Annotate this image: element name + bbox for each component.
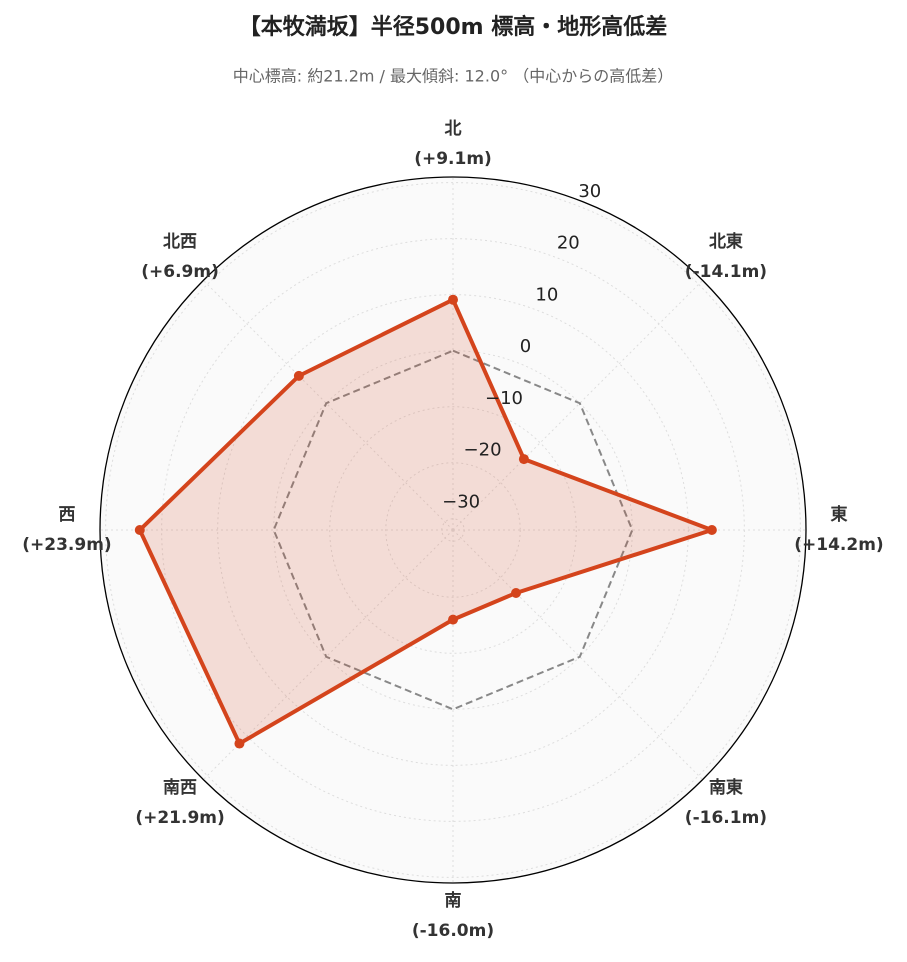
- r-tick-label: 30: [578, 181, 601, 202]
- grid-spoke: [452, 280, 703, 531]
- category-label: 北西: [163, 232, 197, 252]
- category-label: 北: [445, 119, 462, 139]
- radar-point: [510, 587, 521, 598]
- radar-point: [448, 294, 458, 305]
- radar-point: [234, 738, 245, 749]
- grid-spoke: [203, 529, 454, 780]
- grid-spoke: [203, 280, 454, 531]
- value-label: (-14.1m): [685, 262, 767, 282]
- grid-circle: [273, 350, 633, 710]
- r-tick-label: −20: [464, 440, 502, 461]
- grid-circle: [329, 406, 577, 654]
- value-label: (+6.9m): [141, 262, 219, 282]
- value-label: (+21.9m): [135, 808, 224, 828]
- grid-spoke: [452, 529, 703, 780]
- value-label: (+14.2m): [794, 535, 883, 555]
- r-tick-label: 20: [557, 233, 580, 254]
- value-label: (+23.9m): [22, 535, 111, 555]
- category-label: 南西: [163, 777, 197, 798]
- radar-point: [134, 525, 145, 535]
- grid-circle: [105, 182, 801, 878]
- value-label: (-16.1m): [685, 808, 767, 828]
- r-tick-label: −10: [485, 388, 523, 409]
- radar-point: [518, 454, 529, 465]
- chart-title: 【本牧満坂】半径500m 標高・地形高低差: [239, 14, 668, 40]
- grid-circle: [385, 462, 521, 598]
- category-label: 南東: [709, 777, 743, 798]
- r-tick-label: 0: [520, 336, 531, 357]
- value-label: (-16.0m): [412, 921, 494, 941]
- r-tick-label: −30: [442, 491, 480, 512]
- category-label: 南: [445, 890, 462, 911]
- zero-reference: [272, 349, 634, 711]
- chart-subtitle: 中心標高: 約21.2m / 最大傾斜: 12.0° （中心からの高低差）: [233, 67, 673, 86]
- radar-point: [448, 614, 458, 625]
- radar-point: [293, 370, 304, 381]
- category-label: 西: [59, 505, 76, 525]
- category-label: 東: [831, 504, 848, 525]
- radar-point: [706, 525, 717, 535]
- value-label: (+9.1m): [414, 149, 492, 169]
- r-tick-label: 10: [535, 284, 558, 305]
- category-label: 北東: [709, 231, 743, 252]
- plot-border: [99, 176, 807, 884]
